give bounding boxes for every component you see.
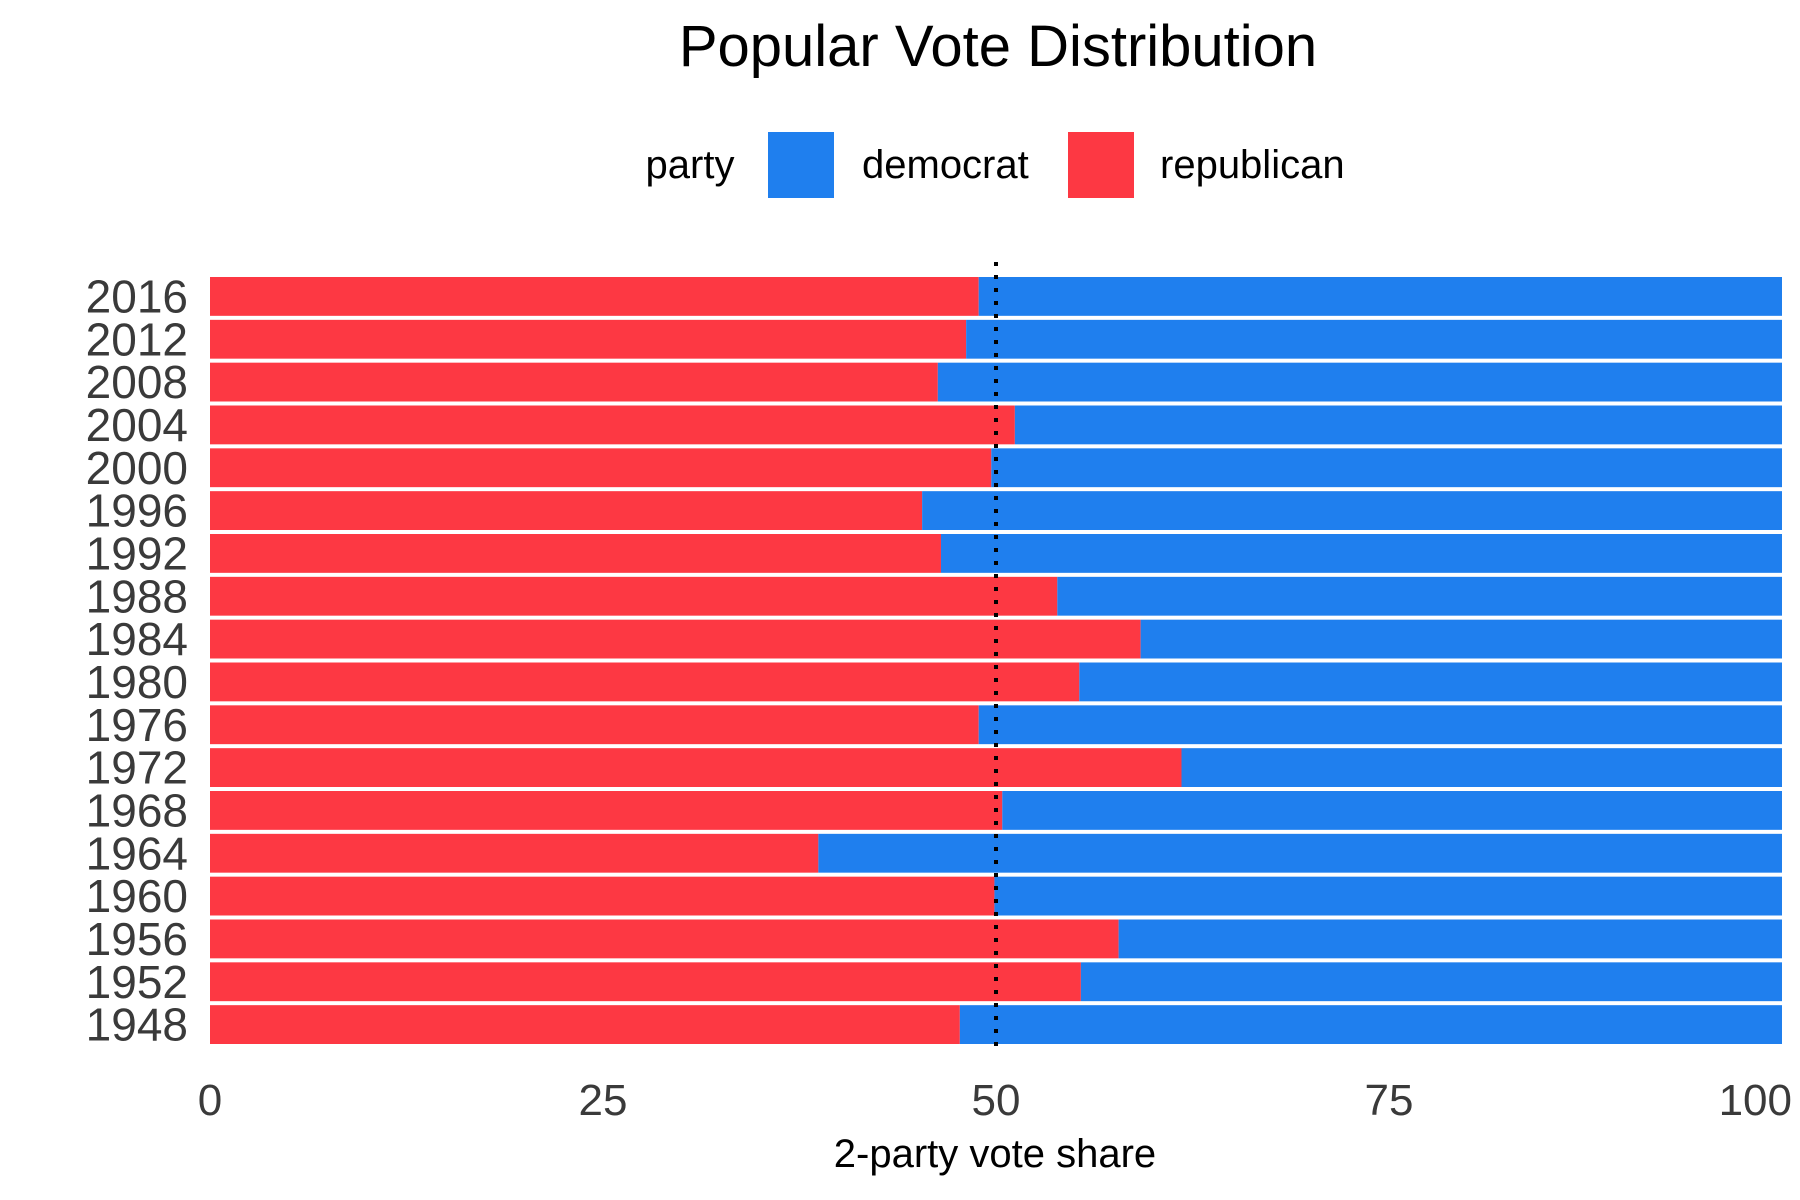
bar-republican-1956 — [210, 919, 1119, 959]
y-tick-label-1948: 1948 — [86, 999, 188, 1051]
bar-republican-2016 — [210, 277, 979, 316]
bar-democrat-1984 — [1140, 619, 1782, 659]
bar-democrat-2012 — [966, 319, 1782, 359]
y-tick-label-1956: 1956 — [86, 913, 188, 965]
bar-republican-1996 — [210, 491, 923, 530]
bar-republican-1972 — [210, 748, 1182, 787]
legend-swatch-democrat — [768, 132, 834, 198]
bar-democrat-1968 — [1002, 791, 1782, 830]
bar-democrat-1972 — [1181, 748, 1782, 787]
bar-democrat-1988 — [1057, 576, 1782, 616]
bar-republican-2004 — [210, 405, 1015, 445]
y-tick-label-1980: 1980 — [86, 656, 188, 708]
bar-republican-1960 — [210, 876, 995, 916]
bar-republican-1980 — [210, 662, 1080, 702]
bar-democrat-1960 — [994, 876, 1782, 916]
y-tick-label-1960: 1960 — [86, 870, 188, 922]
bar-democrat-1980 — [1079, 662, 1782, 702]
legend: party democrat republican — [646, 132, 1345, 198]
legend-label-democrat: democrat — [862, 143, 1029, 187]
bar-democrat-1952 — [1080, 962, 1782, 1002]
y-tick-label-1988: 1988 — [86, 570, 188, 622]
bar-republican-1976 — [210, 705, 979, 745]
y-tick-label-1992: 1992 — [86, 527, 188, 579]
y-tick-label-1964: 1964 — [86, 827, 188, 879]
bar-republican-1988 — [210, 576, 1058, 616]
x-axis-ticks: 0 25 50 75 100 — [198, 1076, 1792, 1125]
bar-republican-1992 — [210, 534, 941, 573]
y-tick-label-2004: 2004 — [86, 399, 188, 451]
bar-democrat-2000 — [991, 448, 1782, 488]
y-tick-label-2012: 2012 — [86, 313, 188, 365]
y-tick-label-1952: 1952 — [86, 956, 188, 1008]
y-tick-label-1976: 1976 — [86, 699, 188, 751]
y-tick-label-1996: 1996 — [86, 485, 188, 537]
x-tick-label-0: 0 — [198, 1076, 222, 1125]
y-tick-label-1968: 1968 — [86, 784, 188, 836]
bar-republican-2000 — [210, 448, 992, 488]
y-tick-label-1972: 1972 — [86, 742, 188, 794]
bars — [210, 277, 1782, 1044]
chart-title: Popular Vote Distribution — [679, 14, 1317, 79]
y-tick-label-2000: 2000 — [86, 442, 188, 494]
legend-title: party — [646, 143, 735, 187]
bar-democrat-2008 — [937, 362, 1782, 402]
y-axis-ticks: 2016201220082004200019961992198819841980… — [86, 270, 188, 1050]
bar-republican-2008 — [210, 362, 938, 402]
bar-democrat-1956 — [1118, 919, 1782, 959]
bar-republican-1948 — [210, 1005, 960, 1044]
legend-swatch-republican — [1068, 132, 1134, 198]
bar-republican-1984 — [210, 619, 1141, 659]
bar-democrat-1964 — [818, 833, 1782, 873]
bar-democrat-1976 — [978, 705, 1782, 745]
x-tick-label-25: 25 — [579, 1076, 628, 1125]
bar-democrat-2016 — [978, 277, 1782, 316]
y-tick-label-2016: 2016 — [86, 270, 188, 322]
x-tick-label-100: 100 — [1719, 1076, 1792, 1125]
bar-republican-1964 — [210, 833, 819, 873]
bar-democrat-2004 — [1014, 405, 1782, 445]
bar-republican-1952 — [210, 962, 1081, 1002]
y-tick-label-1984: 1984 — [86, 613, 188, 665]
y-tick-label-2008: 2008 — [86, 356, 188, 408]
x-tick-label-75: 75 — [1365, 1076, 1414, 1125]
bar-democrat-1948 — [959, 1005, 1782, 1044]
bar-democrat-1996 — [922, 491, 1782, 530]
legend-label-republican: republican — [1160, 143, 1345, 187]
x-tick-label-50: 50 — [972, 1076, 1021, 1125]
bar-democrat-1992 — [940, 534, 1782, 573]
bar-republican-2012 — [210, 319, 967, 359]
bar-republican-1968 — [210, 791, 1003, 830]
x-axis-label: 2-party vote share — [834, 1132, 1156, 1176]
